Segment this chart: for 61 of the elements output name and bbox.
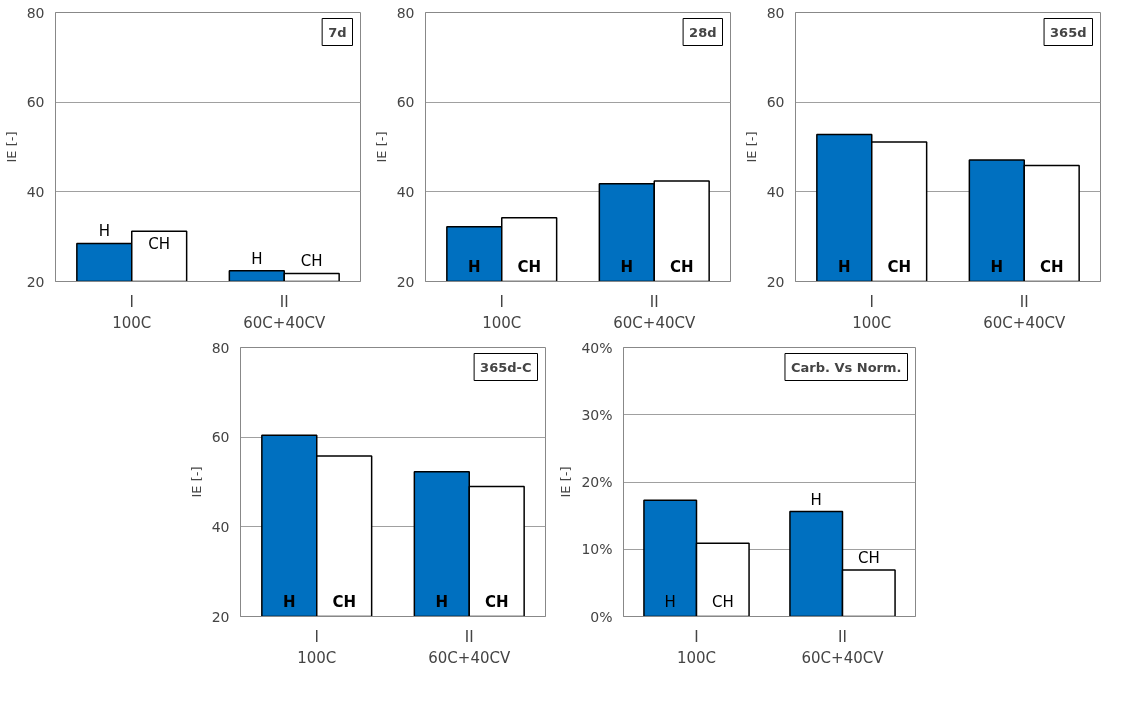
- y-tick-label: 60: [766, 94, 785, 111]
- y-tick-label: 20: [211, 608, 230, 625]
- x-tick-label: II 60C+40CV: [428, 627, 511, 668]
- x-tick-label: I 100C: [676, 627, 717, 668]
- y-tick-label: 80: [211, 339, 230, 356]
- x-tick-label: II 60C+40CV: [613, 292, 696, 333]
- series-label: H: [838, 257, 851, 276]
- y-tick-label: 0%: [590, 608, 613, 625]
- text: 365d: [1050, 24, 1087, 40]
- y-axis-title: IE [-]: [373, 131, 389, 163]
- series-label: CH: [332, 592, 356, 611]
- series-label: CH: [857, 549, 880, 568]
- y-tick-label: 40: [211, 518, 230, 535]
- text: H: [251, 249, 263, 268]
- text: 7d: [328, 24, 347, 40]
- y-tick-label: 10%: [581, 541, 613, 558]
- text: CH: [1039, 257, 1064, 276]
- x-tick-label: II 60C+40CV: [801, 627, 885, 668]
- series-label: CH: [887, 257, 911, 276]
- text: 365d-C: [480, 359, 532, 375]
- text: CH: [148, 235, 171, 254]
- x-tick-label: II 60C+40CV: [983, 292, 1066, 333]
- x-tick-label: I 100C: [112, 292, 152, 333]
- series-label: CH: [517, 257, 541, 276]
- y-axis-title: IE [-]: [3, 131, 19, 163]
- x-tick-label: II 60C+40CV: [243, 292, 326, 333]
- text: H: [435, 592, 449, 611]
- y-tick-label: 20: [396, 273, 415, 290]
- text: CH: [669, 257, 694, 276]
- text: H: [620, 257, 634, 276]
- text: Carb. Vs Norm.: [790, 359, 902, 375]
- y-tick-label: 20: [26, 273, 45, 290]
- y-tick-label: 60: [26, 94, 45, 111]
- y-tick-label: 80: [26, 4, 45, 21]
- y-tick-label: 40%: [581, 339, 613, 356]
- text: CH: [711, 592, 734, 611]
- y-axis-title: IE [-]: [558, 466, 574, 498]
- text: 28d: [689, 24, 717, 40]
- text: H: [990, 257, 1004, 276]
- y-axis-title: IE [-]: [743, 131, 759, 163]
- y-tick-label: 60: [396, 94, 415, 111]
- x-tick-label: I 100C: [297, 627, 337, 668]
- y-tick-label: 80: [766, 4, 785, 21]
- series-label: CH: [300, 252, 323, 271]
- series-label: H: [810, 490, 822, 509]
- x-tick-label: I 100C: [852, 292, 892, 333]
- y-tick-label: 60: [211, 429, 230, 446]
- y-tick-label: 40: [26, 183, 45, 200]
- y-tick-label: 80: [396, 4, 415, 21]
- series-label: H: [283, 592, 296, 611]
- series-label: H: [98, 222, 110, 241]
- text: H: [664, 592, 676, 611]
- y-tick-label: 40: [766, 183, 785, 200]
- y-tick-label: 20%: [581, 474, 613, 490]
- series-label: H: [468, 257, 481, 276]
- y-tick-label: 40: [396, 183, 415, 200]
- x-tick-label: I 100C: [482, 292, 522, 333]
- text: CH: [484, 592, 509, 611]
- y-tick-label: 20: [766, 273, 785, 290]
- y-axis-title: IE [-]: [188, 466, 204, 498]
- y-tick-label: 30%: [581, 406, 613, 423]
